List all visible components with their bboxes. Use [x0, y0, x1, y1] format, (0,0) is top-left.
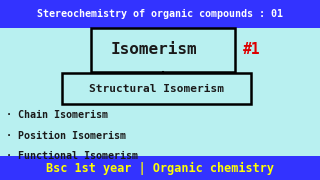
Text: Stereochemistry of organic compounds : 01: Stereochemistry of organic compounds : 0… — [37, 9, 283, 19]
Bar — [62, 73, 251, 104]
Text: Isomerism: Isomerism — [110, 42, 197, 57]
Text: · Chain Isomerism: · Chain Isomerism — [6, 110, 108, 120]
Text: · Position Isomerism: · Position Isomerism — [6, 131, 126, 141]
Text: · Functional Isomerism: · Functional Isomerism — [6, 151, 139, 161]
Bar — [0, 0, 320, 28]
Text: Structural Isomerism: Structural Isomerism — [89, 84, 224, 94]
Text: #1: #1 — [243, 42, 261, 57]
Bar — [0, 156, 320, 180]
Text: Bsc 1st year | Organic chemistry: Bsc 1st year | Organic chemistry — [46, 162, 274, 175]
Bar — [91, 28, 235, 72]
